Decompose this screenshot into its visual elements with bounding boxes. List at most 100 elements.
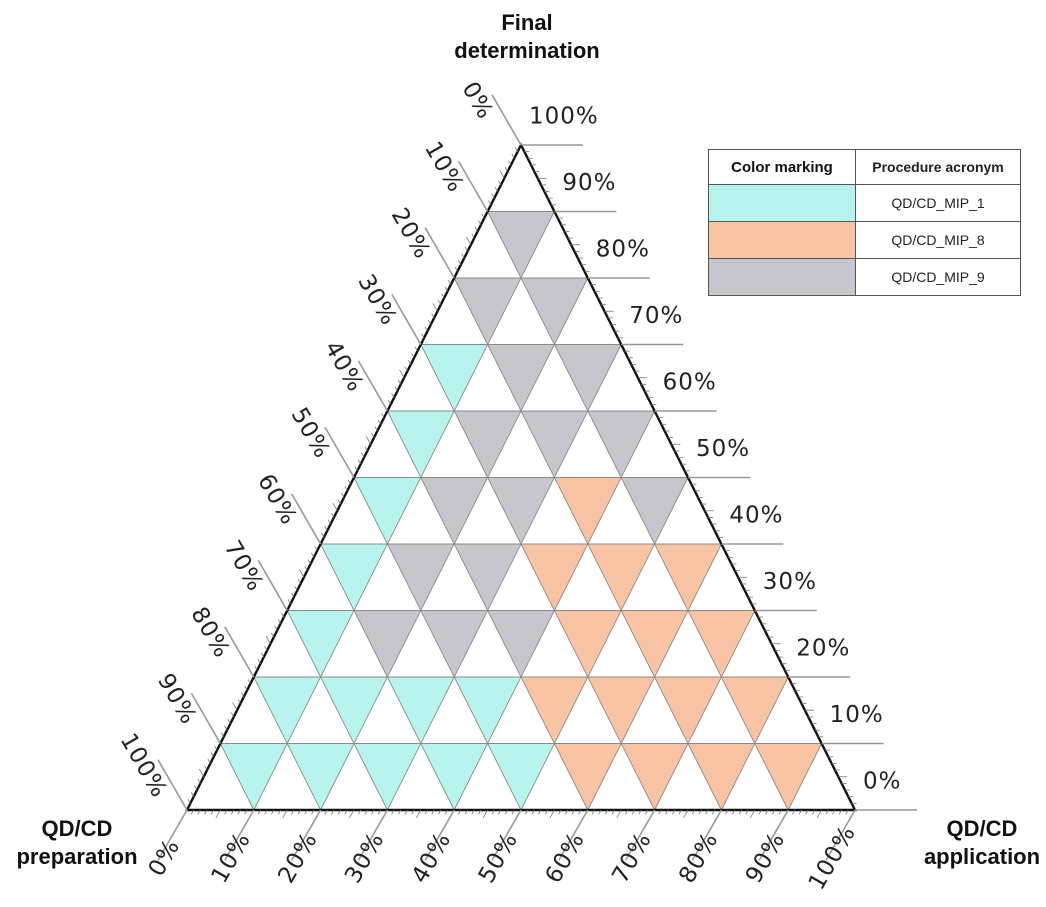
marked-cell bbox=[253, 677, 321, 744]
minor-tick bbox=[499, 170, 505, 179]
blank-cell bbox=[587, 743, 655, 810]
minor-tick bbox=[415, 809, 422, 818]
bottom-tick-label: 100% bbox=[804, 821, 861, 894]
major-tick bbox=[224, 809, 255, 861]
marked-cell bbox=[320, 544, 388, 611]
right-tick-label: 10% bbox=[830, 702, 884, 728]
minor-tick bbox=[444, 809, 448, 815]
blank-cell bbox=[420, 544, 488, 611]
minor-tick bbox=[344, 486, 348, 491]
marked-cell bbox=[354, 610, 421, 677]
blank-cell bbox=[387, 610, 455, 677]
grid-line bbox=[787, 743, 823, 811]
minor-tick bbox=[816, 809, 822, 818]
minor-tick bbox=[297, 579, 301, 585]
minor-tick bbox=[197, 778, 201, 784]
blank-cell bbox=[220, 677, 288, 744]
bottom-tick-label: 80% bbox=[674, 828, 724, 888]
minor-tick bbox=[337, 499, 341, 505]
minor-tick bbox=[210, 752, 215, 757]
legend-swatch-mip9 bbox=[708, 258, 856, 296]
blank-cell bbox=[587, 344, 655, 411]
major-tick bbox=[558, 809, 589, 861]
blank-cell bbox=[721, 610, 789, 677]
minor-tick bbox=[274, 625, 278, 631]
marked-cell bbox=[621, 743, 688, 810]
minor-tick bbox=[832, 809, 836, 815]
legend-label-mip1: QD/CD_MIP_1 bbox=[855, 184, 1021, 222]
blank-cell bbox=[654, 610, 722, 677]
marked-cell bbox=[521, 411, 588, 478]
grid-line bbox=[286, 610, 388, 811]
bottom-tick-label: 70% bbox=[607, 828, 657, 888]
bottom-tick-label: 30% bbox=[340, 828, 390, 888]
major-tick bbox=[157, 759, 188, 811]
minor-tick bbox=[458, 809, 462, 815]
grid-line bbox=[720, 676, 789, 811]
minor-tick bbox=[365, 436, 372, 445]
minor-tick bbox=[354, 466, 358, 472]
minor-tick bbox=[665, 809, 669, 815]
minor-tick bbox=[224, 809, 228, 815]
major-tick bbox=[157, 809, 188, 861]
minor-tick bbox=[357, 809, 362, 815]
blank-cell bbox=[554, 544, 622, 611]
minor-tick bbox=[464, 246, 468, 252]
blank-cell bbox=[454, 211, 521, 278]
bottom-tick-label: 90% bbox=[741, 828, 791, 888]
minor-tick bbox=[204, 809, 208, 815]
marked-cell bbox=[654, 677, 722, 744]
minor-tick bbox=[260, 652, 265, 658]
minor-tick bbox=[411, 809, 415, 815]
minor-tick bbox=[538, 809, 542, 815]
minor-tick bbox=[424, 809, 428, 815]
legend-row: QD/CD_MIP_9 bbox=[708, 258, 1021, 296]
marked-cell bbox=[654, 544, 722, 611]
marked-cell bbox=[454, 278, 521, 345]
blank-cell bbox=[287, 544, 354, 611]
legend-header-color: Color marking bbox=[708, 149, 856, 185]
grid-line bbox=[587, 543, 722, 811]
minor-tick bbox=[311, 552, 315, 558]
blank-cell bbox=[554, 278, 622, 345]
bottom-tick-label: 50% bbox=[474, 828, 524, 888]
marked-cell bbox=[220, 743, 288, 810]
minor-tick bbox=[282, 809, 288, 818]
minor-tick bbox=[514, 147, 519, 152]
right-tick-label: 70% bbox=[629, 303, 683, 329]
major-tick bbox=[691, 809, 723, 861]
minor-tick bbox=[771, 809, 776, 815]
corner-label-left: QD/CD bbox=[42, 816, 113, 841]
marked-cell bbox=[487, 743, 555, 810]
marked-cell bbox=[487, 610, 555, 677]
minor-tick bbox=[197, 809, 201, 815]
blank-cell bbox=[454, 344, 521, 411]
minor-tick bbox=[658, 809, 662, 815]
minor-tick bbox=[190, 792, 195, 797]
grid-line bbox=[253, 676, 322, 811]
blank-cell bbox=[320, 743, 388, 810]
minor-tick bbox=[591, 809, 595, 815]
right-tick-label: 0% bbox=[863, 769, 902, 795]
minor-tick bbox=[544, 809, 549, 815]
minor-tick bbox=[311, 809, 315, 815]
right-tick-label: 50% bbox=[696, 436, 750, 462]
minor-tick bbox=[474, 226, 478, 232]
minor-tick bbox=[738, 809, 742, 815]
marked-cell bbox=[521, 278, 588, 345]
minor-tick bbox=[204, 765, 208, 771]
marked-cell bbox=[454, 677, 521, 744]
minor-tick bbox=[511, 809, 515, 815]
minor-tick bbox=[314, 546, 318, 551]
right-tick-label: 40% bbox=[729, 503, 783, 529]
blank-cell bbox=[788, 743, 855, 810]
legend-label-mip9: QD/CD_MIP_9 bbox=[855, 258, 1021, 296]
blank-cell bbox=[420, 278, 488, 345]
minor-tick bbox=[277, 619, 281, 624]
minor-tick bbox=[598, 809, 602, 815]
minor-tick bbox=[778, 809, 782, 815]
minor-tick bbox=[437, 809, 442, 815]
major-tick bbox=[357, 809, 389, 861]
minor-tick bbox=[232, 702, 238, 711]
minor-tick bbox=[187, 798, 191, 804]
